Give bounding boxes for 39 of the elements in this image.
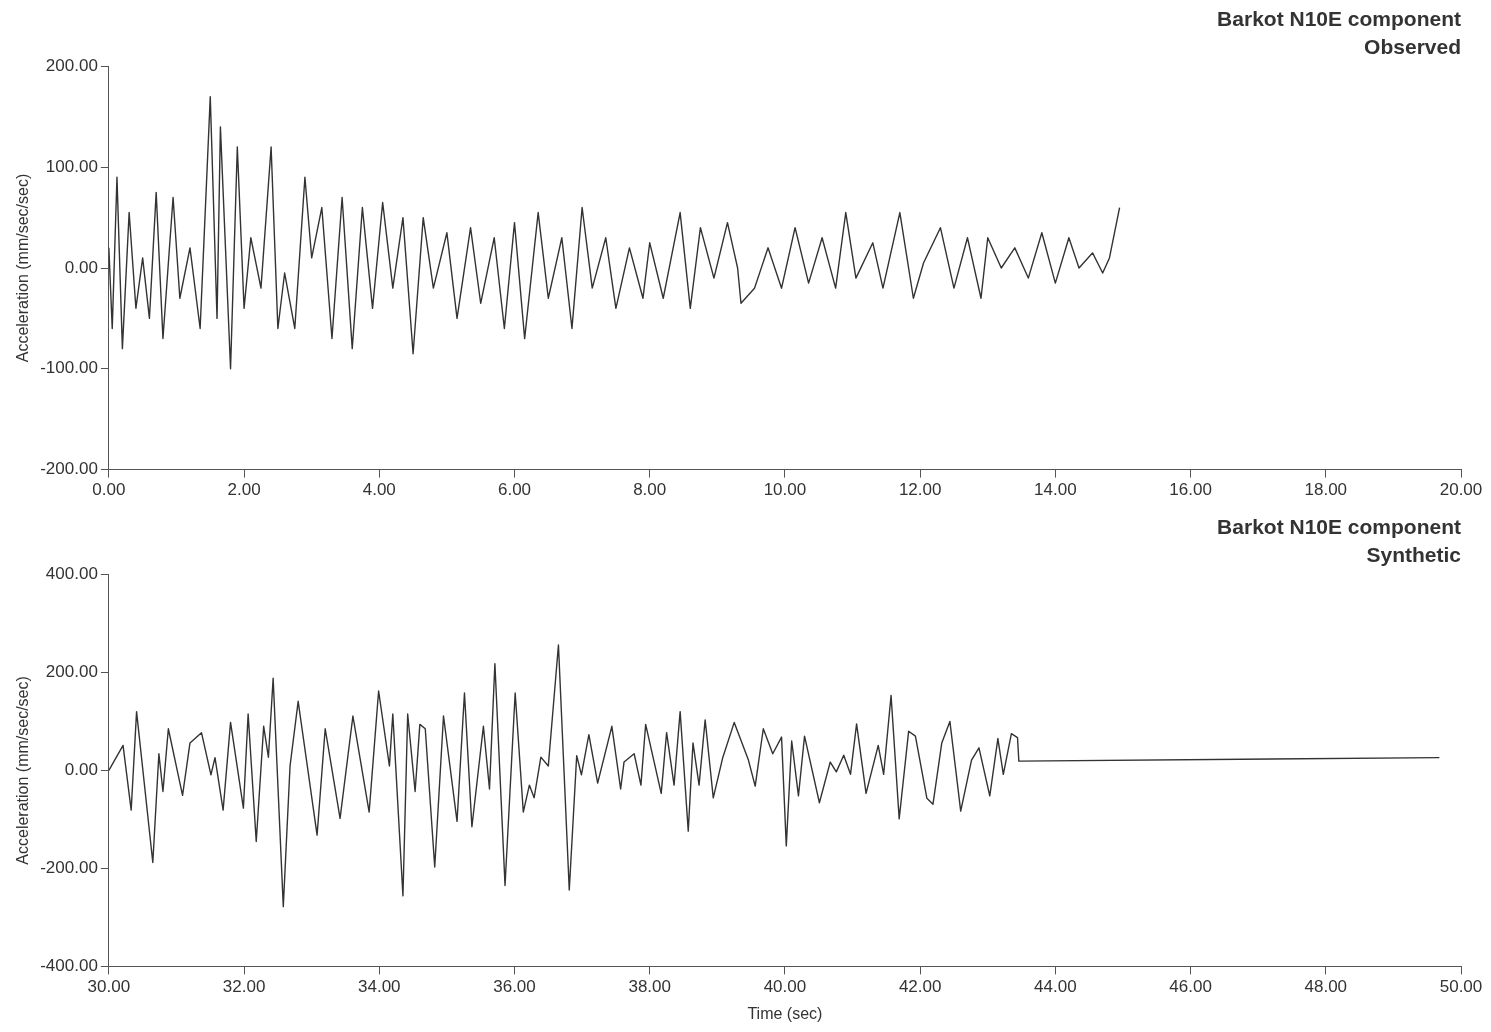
x-tick-label: 46.00: [1169, 977, 1212, 997]
x-tick-label: 42.00: [898, 977, 942, 997]
x-tick-label: 48.00: [1304, 977, 1348, 997]
x-tick-label: 16.00: [1169, 480, 1212, 500]
x-tick-label: 36.00: [493, 977, 536, 997]
x-tick-label: 0.00: [92, 480, 126, 500]
x-tick-label: 40.00: [763, 977, 807, 997]
chart-subtitle: Observed: [1364, 34, 1461, 58]
x-tick-label: 12.00: [898, 480, 942, 500]
y-tick-label: -200.00: [40, 858, 98, 878]
x-tick-label: 14.00: [1034, 480, 1077, 500]
y-tick-label: -400.00: [40, 956, 98, 976]
chart-title: Barkot N10E component: [1217, 7, 1461, 31]
y-tick-label: -200.00: [40, 459, 98, 479]
y-tick-label: 200.00: [45, 56, 98, 76]
y-axis-title: Acceleration (mm/sec/sec): [14, 676, 32, 865]
y-tick-label: 100.00: [45, 156, 98, 176]
x-tick-label: 18.00: [1304, 480, 1348, 500]
x-tick-label: 8.00: [633, 480, 667, 500]
x-tick-label: 30.00: [87, 977, 131, 997]
x-tick-label: 2.00: [227, 480, 261, 500]
x-tick-label: 32.00: [222, 977, 266, 997]
x-tick-label: 20.00: [1439, 480, 1483, 500]
x-axis-title: Time (sec): [747, 1004, 823, 1022]
x-tick-label: 4.00: [362, 480, 396, 500]
x-tick-label: 44.00: [1034, 977, 1077, 997]
y-tick-label: 0.00: [64, 760, 98, 780]
chart-title: Barkot N10E component: [1217, 515, 1461, 539]
x-tick-label: 38.00: [628, 977, 671, 997]
y-tick-label: -100.00: [40, 358, 98, 378]
x-tick-label: 6.00: [497, 480, 532, 500]
y-tick-label: 200.00: [45, 662, 98, 682]
y-tick-label: 400.00: [45, 564, 98, 584]
chart-subtitle: Synthetic: [1366, 542, 1462, 566]
y-axis-title: Acceleration (mm/sec/sec): [14, 173, 32, 363]
x-tick-label: 10.00: [763, 480, 807, 500]
x-tick-label: 34.00: [358, 977, 401, 997]
x-tick-label: 50.00: [1439, 977, 1483, 997]
y-tick-label: 0.00: [64, 257, 98, 277]
